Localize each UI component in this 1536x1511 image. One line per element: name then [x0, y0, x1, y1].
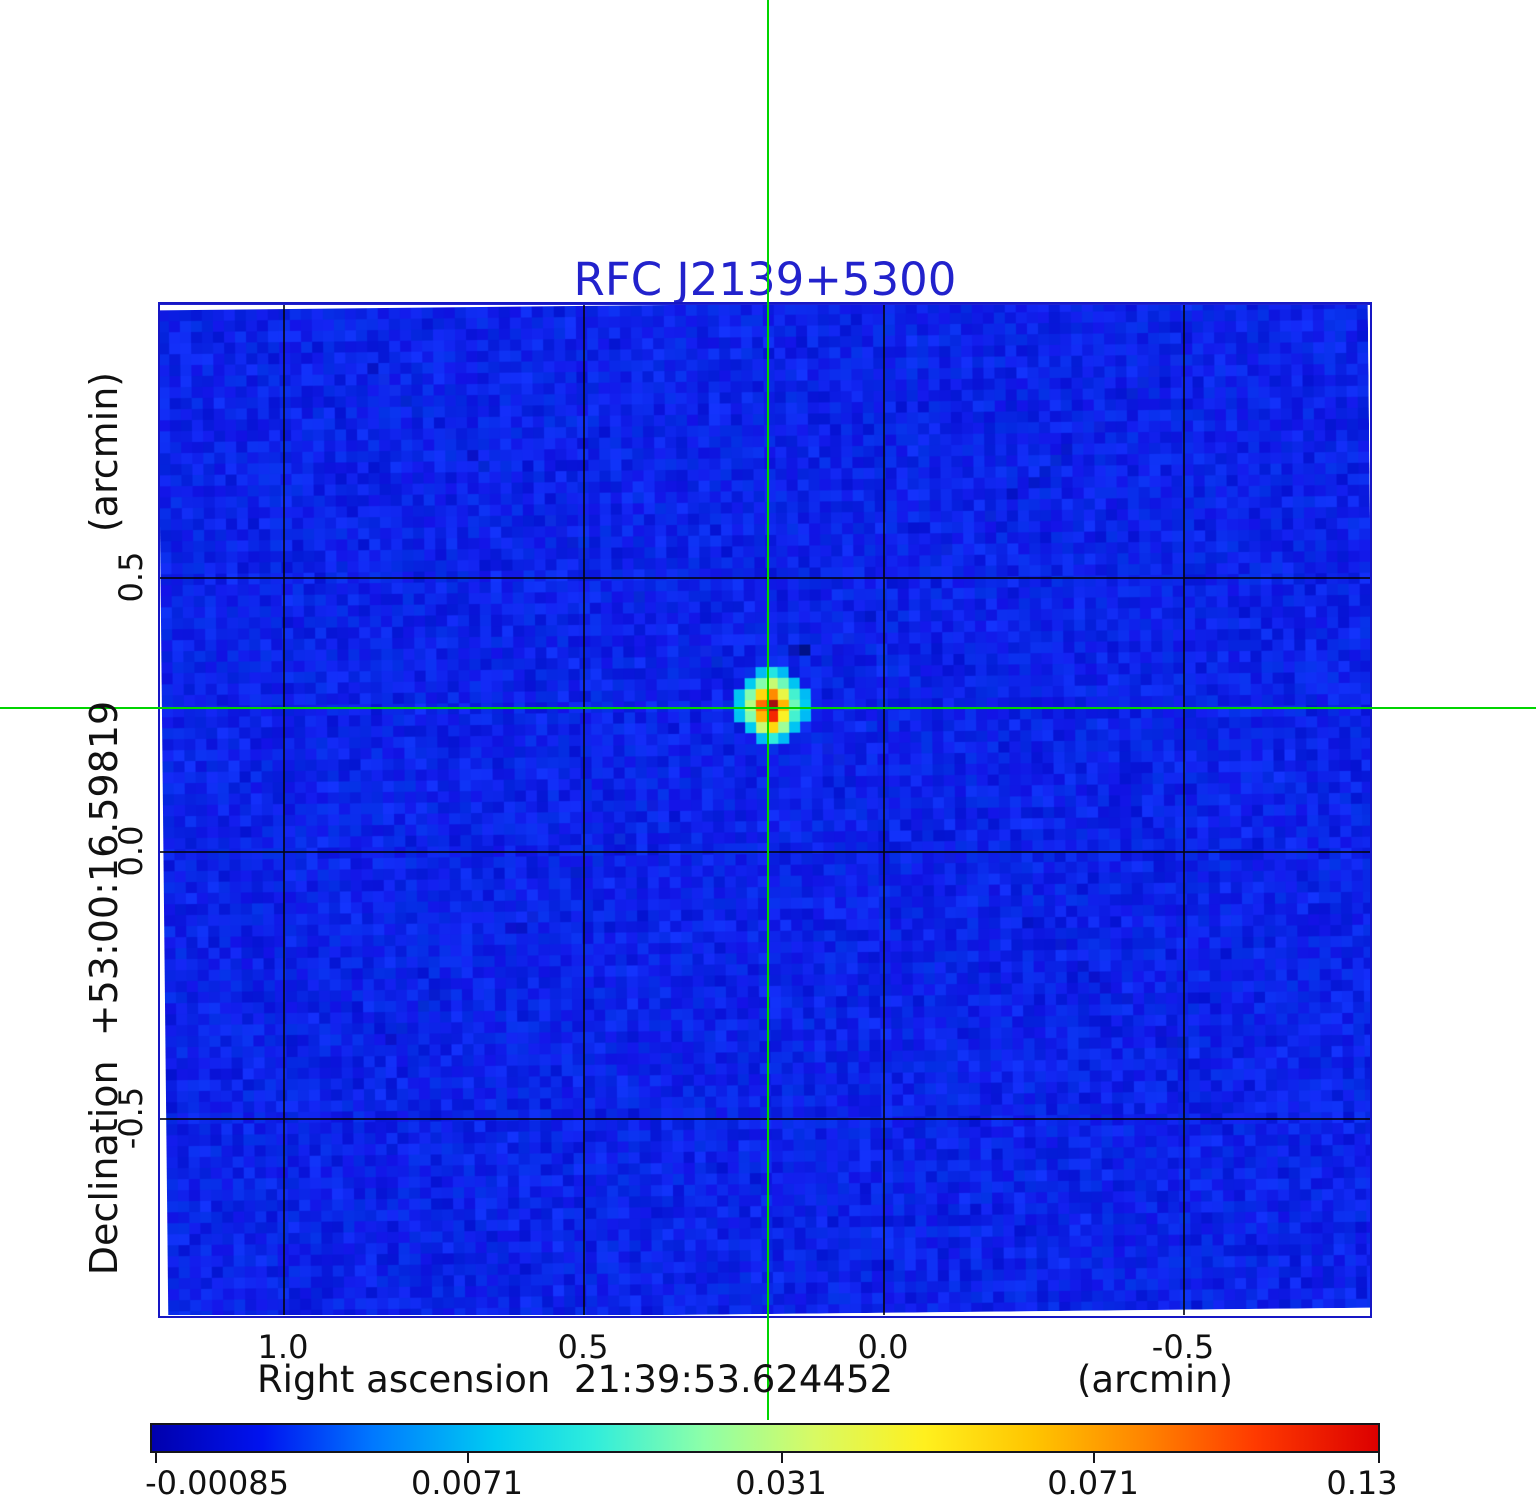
rotated-sky-map [160, 305, 1370, 1315]
colorbar-tick-2 [781, 1453, 783, 1463]
grid-line-horizontal-2 [160, 1118, 1370, 1120]
colorbar-tick-1 [467, 1453, 469, 1463]
colorbar-tick-label-4: 0.13 [1326, 1464, 1398, 1502]
plot-title: RFC J2139+5300 [573, 253, 957, 306]
y-tick-label-1: 0.0 [112, 825, 150, 877]
grid-line-vertical-0 [283, 305, 285, 1315]
grid-line-horizontal-1 [160, 851, 1370, 853]
x-tick-label-1: 0.5 [557, 1328, 609, 1366]
y-axis-unit-label: (arcmin) [82, 371, 126, 533]
grid-line-horizontal-0 [160, 577, 1370, 579]
crosshair-horizontal-line [0, 707, 1536, 709]
colorbar-tick-label-0: -0.00085 [145, 1464, 289, 1502]
colorbar-tick-0 [155, 1453, 157, 1463]
crosshair-vertical-line [767, 0, 769, 1420]
y-axis-label: Declination +53:00:16.59819 [82, 700, 126, 1276]
y-tick-label-2: -0.5 [112, 1086, 150, 1150]
grid-line-vertical-1 [583, 305, 585, 1315]
colorbar-tick-4 [1378, 1453, 1380, 1463]
heatmap-plot-area [160, 305, 1370, 1315]
top-spine [158, 302, 1370, 306]
x-tick-label-0: 1.0 [257, 1328, 309, 1366]
grid-line-vertical-3 [1183, 305, 1185, 1315]
y-tick-label-0: 0.5 [112, 551, 150, 603]
x-axis-label: Right ascension 21:39:53.624452 [256, 1358, 894, 1401]
colorbar-tick-label-2: 0.031 [735, 1464, 827, 1502]
x-axis-unit-label: (arcmin) [1076, 1358, 1234, 1401]
colorbar-tick-label-1: 0.0071 [411, 1464, 523, 1502]
x-tick-label-2: 0.0 [857, 1328, 909, 1366]
colorbar-tick-3 [1093, 1453, 1095, 1463]
grid-line-vertical-2 [883, 305, 885, 1315]
x-tick-label-3: -0.5 [1151, 1328, 1215, 1366]
colorbar [150, 1423, 1380, 1453]
colorbar-tick-label-3: 0.071 [1047, 1464, 1139, 1502]
sky-map-canvas [160, 305, 1370, 1315]
